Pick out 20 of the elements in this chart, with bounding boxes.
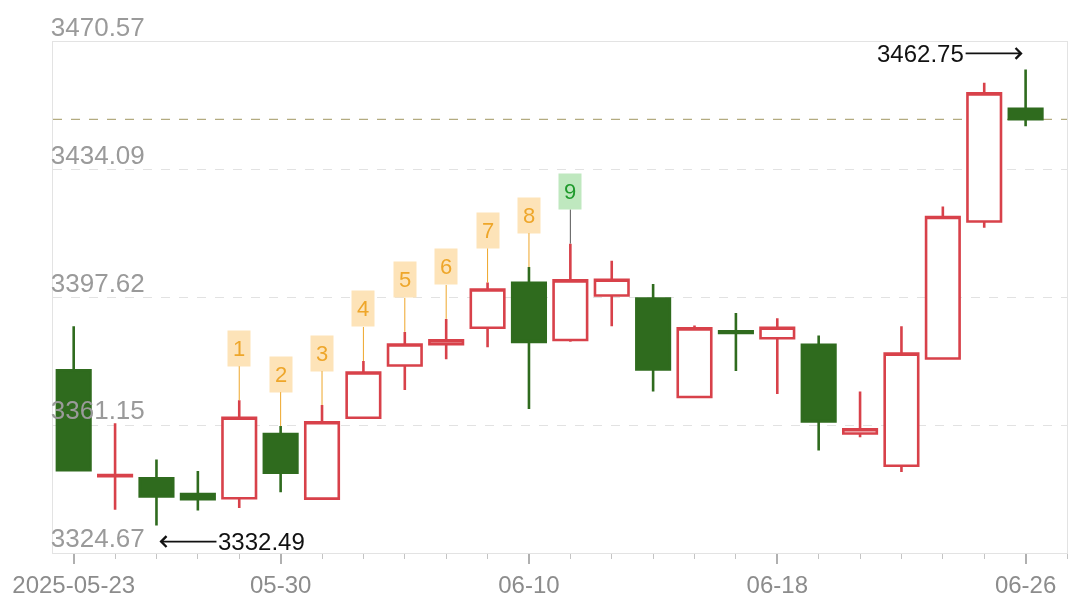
x-tick-label: 06-10: [498, 570, 560, 598]
annotation: 4: [357, 296, 370, 321]
annotation: 1: [233, 336, 246, 361]
x-tick-label: 06-18: [746, 570, 808, 598]
y-tick-label: 3434.09: [50, 139, 145, 170]
text: 3462.75: [877, 40, 964, 67]
x-tick-label: 05-30: [249, 570, 312, 598]
annotation: 9: [564, 179, 577, 204]
x-tick-label: 2025-05-23: [12, 570, 136, 598]
annotation: 7: [482, 218, 495, 243]
x-tick-label: 06-26: [994, 570, 1057, 598]
annotation: 5: [399, 267, 412, 292]
y-tick-label: 3470.57: [50, 12, 145, 43]
y-tick-label: 3397.62: [50, 267, 145, 298]
annotation: 8: [523, 203, 536, 228]
y-tick-label: 3324.67: [50, 523, 145, 554]
annotation: 6: [440, 254, 453, 279]
text: 3332.49: [218, 528, 305, 555]
annotation: 2: [275, 362, 288, 387]
annotation: 3: [316, 341, 329, 366]
